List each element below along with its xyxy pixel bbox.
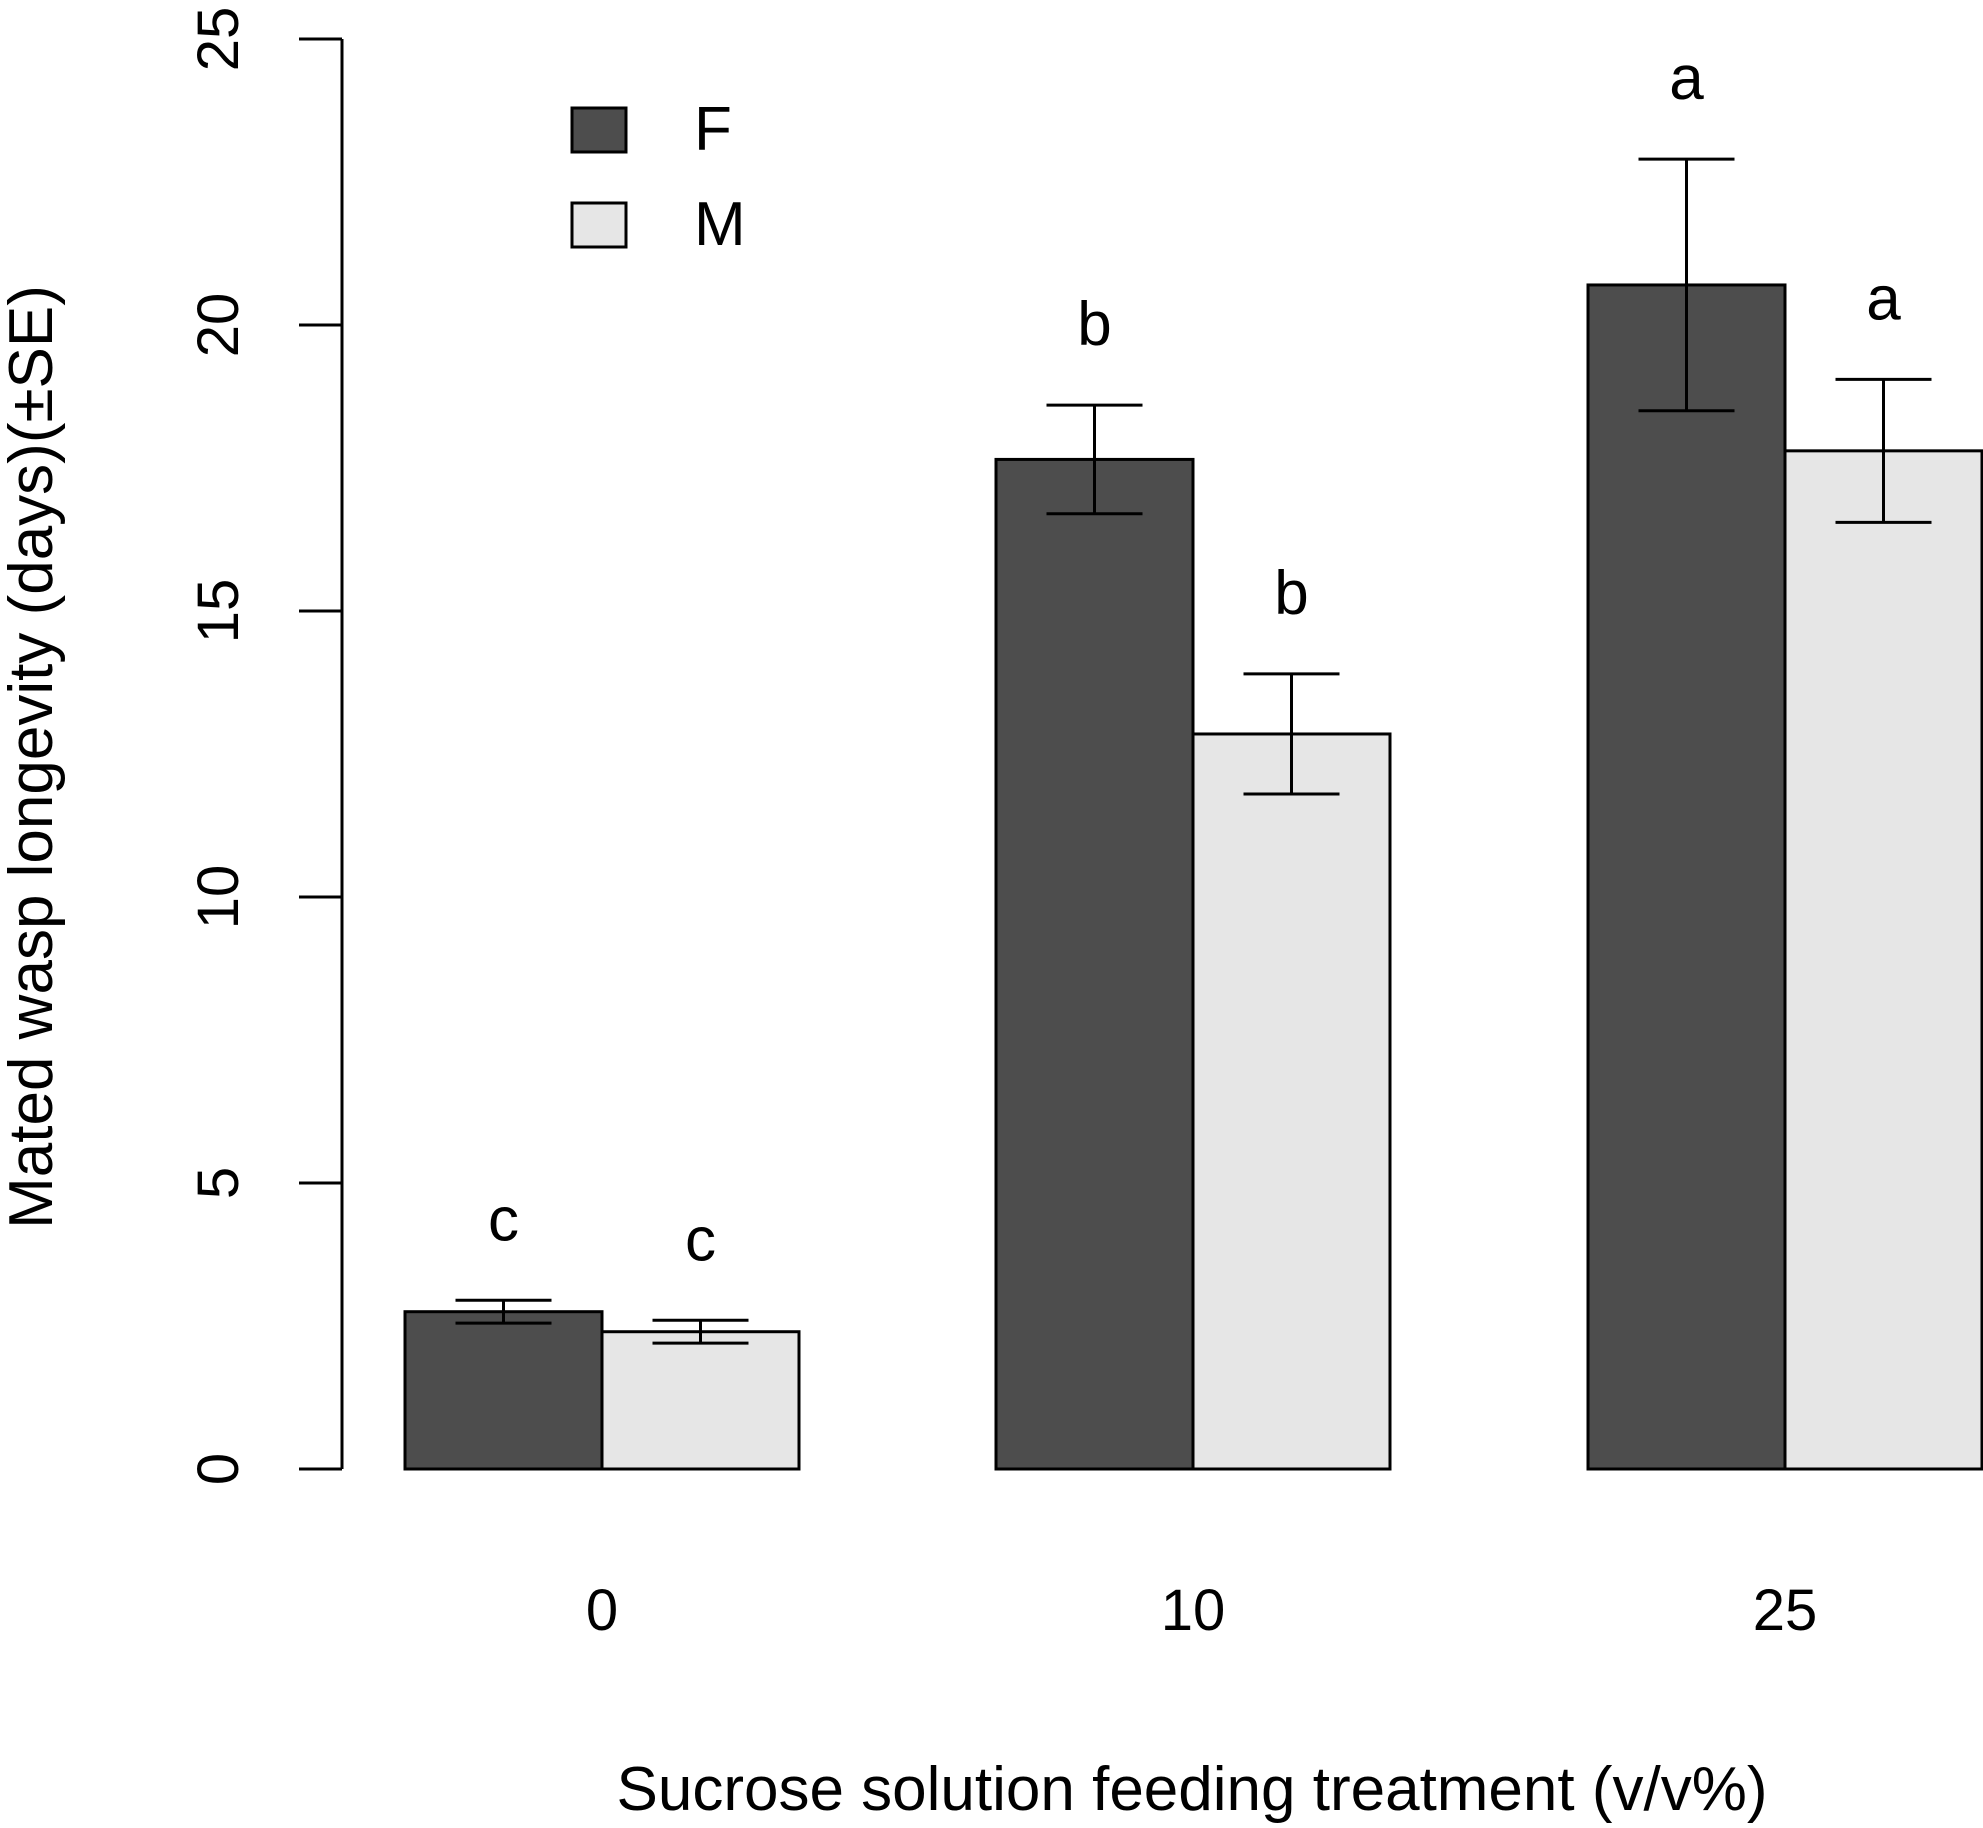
x-tick-label: 10 [1161, 1578, 1226, 1643]
bars [403, 283, 1983, 1471]
legend-label-M: M [694, 190, 746, 259]
x-tick-label: 0 [586, 1578, 618, 1643]
x-axis-title: Sucrose solution feeding treatment (v/v%… [617, 1755, 1768, 1824]
significance-letters: c c b b a a [488, 44, 1901, 1274]
significance-letter: b [1077, 290, 1111, 359]
legend: FM [570, 95, 746, 259]
bar-M-0 [600, 1330, 801, 1471]
bar-F-25 [1586, 283, 1787, 1471]
y-tick-label: 20 [186, 293, 251, 358]
y-axis-title: Mated wasp longevity (days)(±SE) [0, 285, 66, 1229]
x-axis: 0 10 25 [586, 1578, 1817, 1643]
significance-letter: a [1669, 44, 1704, 113]
bar-F-10 [994, 457, 1195, 1471]
significance-letter: c [488, 1185, 519, 1254]
legend-swatch-F [570, 106, 628, 154]
legend-label-F: F [694, 95, 732, 164]
y-tick-label: 0 [186, 1453, 251, 1485]
bar-F-0 [403, 1310, 604, 1471]
y-tick-label: 5 [186, 1167, 251, 1199]
bar-M-10 [1191, 732, 1392, 1471]
significance-letter: b [1274, 559, 1308, 628]
y-axis: 0 5 10 15 20 25 [186, 7, 344, 1485]
x-tick-label: 25 [1753, 1578, 1818, 1643]
significance-letter: a [1866, 264, 1901, 333]
y-tick-label: 10 [186, 865, 251, 930]
legend-swatch-M [570, 201, 628, 249]
y-tick-label: 15 [186, 579, 251, 644]
y-tick-label: 25 [186, 7, 251, 72]
significance-letter: c [685, 1205, 716, 1274]
error-bars [455, 157, 1932, 1345]
bar-M-25 [1783, 449, 1983, 1471]
